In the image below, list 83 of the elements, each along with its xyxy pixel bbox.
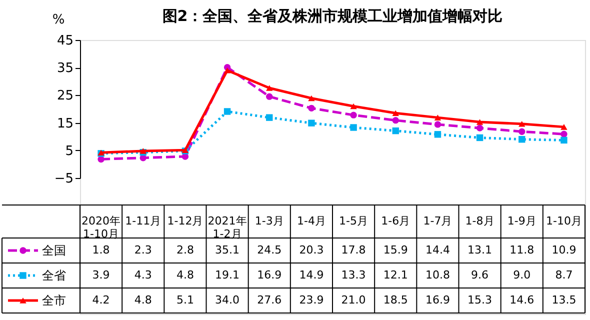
point — [350, 112, 357, 118]
point — [434, 114, 442, 120]
y-tick-label: 45 — [56, 34, 74, 48]
data-label: 20.3 — [299, 244, 324, 256]
x-tick-label: 1-4月 — [296, 214, 326, 228]
x-tick-label: 1-9月 — [507, 214, 536, 228]
data-label: 23.9 — [299, 294, 324, 306]
point — [266, 114, 273, 121]
point — [350, 103, 357, 110]
y-tick-label: −5 — [54, 172, 74, 186]
point — [308, 104, 315, 112]
y-tick-label: 35 — [56, 61, 74, 76]
point — [560, 136, 568, 144]
x-tick-label: 1-10月 — [546, 214, 582, 228]
data-label: 10.8 — [425, 268, 450, 282]
point — [476, 119, 484, 125]
data-label: 8.7 — [555, 268, 573, 282]
data-label: 4.8 — [176, 268, 194, 282]
data-label: 34.0 — [215, 294, 240, 306]
point — [518, 128, 526, 135]
y-tick-label: 25 — [56, 88, 74, 104]
x-tick-label: 1-5月 — [339, 214, 368, 228]
data-label: 12.1 — [383, 268, 408, 282]
data-label: 13.1 — [468, 244, 492, 256]
point — [392, 110, 399, 116]
data-label: 35.1 — [215, 244, 240, 256]
legend-label: 全市 — [42, 294, 66, 308]
data-label: 13.3 — [341, 268, 366, 282]
x-tick-label: 1-8月 — [465, 214, 494, 228]
y-tick-label: 5 — [65, 144, 74, 159]
y-tick-label: 15 — [56, 116, 74, 132]
point — [560, 130, 568, 138]
x-tick-label: 1-12月 — [167, 214, 204, 228]
data-label: 2.8 — [176, 244, 194, 256]
data-label: 16.9 — [257, 268, 282, 282]
point — [434, 131, 442, 138]
data-label: 3.9 — [92, 268, 110, 282]
data-label: 9.0 — [513, 268, 531, 282]
data-label: 27.6 — [257, 294, 282, 306]
point — [518, 121, 526, 127]
point — [434, 121, 442, 128]
point — [266, 85, 273, 91]
data-label: 18.5 — [383, 294, 408, 306]
data-label: 14.4 — [425, 244, 450, 256]
data-label: 1.8 — [92, 244, 110, 256]
x-tick-label: 1-6月 — [381, 214, 410, 228]
data-label: 17.8 — [341, 244, 366, 256]
data-label: 4.8 — [134, 294, 152, 306]
point — [392, 127, 399, 134]
data-label: 14.6 — [510, 294, 534, 306]
data-label: 14.9 — [299, 268, 324, 282]
data-label: 16.9 — [425, 294, 450, 306]
legend-label: 全省 — [42, 268, 66, 282]
data-label: 9.6 — [471, 268, 489, 282]
point — [392, 116, 399, 124]
legend-label: 全国 — [42, 244, 66, 258]
data-label: 15.3 — [468, 294, 492, 306]
data-label: 21.0 — [341, 294, 366, 306]
chart-title: 图2：全国、全省及株洲市规模工业增加值增幅对比 — [162, 7, 503, 25]
data-label: 4.2 — [92, 294, 110, 306]
point — [224, 108, 231, 115]
point — [350, 124, 357, 131]
data-label: 2.3 — [134, 244, 152, 256]
point — [560, 124, 568, 130]
data-label: 5.1 — [176, 294, 194, 306]
point — [224, 67, 231, 74]
point — [476, 134, 484, 142]
data-label: 10.9 — [552, 244, 576, 256]
point — [476, 124, 484, 132]
x-tick-label: 1-7月 — [423, 214, 452, 228]
point — [308, 120, 315, 126]
data-label: 11.8 — [510, 244, 534, 256]
data-label: 4.3 — [134, 268, 152, 282]
x-tick-label: 1-3月 — [254, 214, 284, 228]
y-axis-title: % — [52, 12, 65, 28]
point — [518, 136, 526, 143]
point — [308, 95, 315, 102]
data-label: 15.9 — [383, 244, 408, 256]
data-label: 19.1 — [215, 268, 240, 282]
x-tick-label: 1-11月 — [125, 214, 162, 228]
data-label: 13.5 — [552, 294, 576, 306]
point — [266, 93, 273, 100]
data-label: 24.5 — [257, 244, 282, 256]
